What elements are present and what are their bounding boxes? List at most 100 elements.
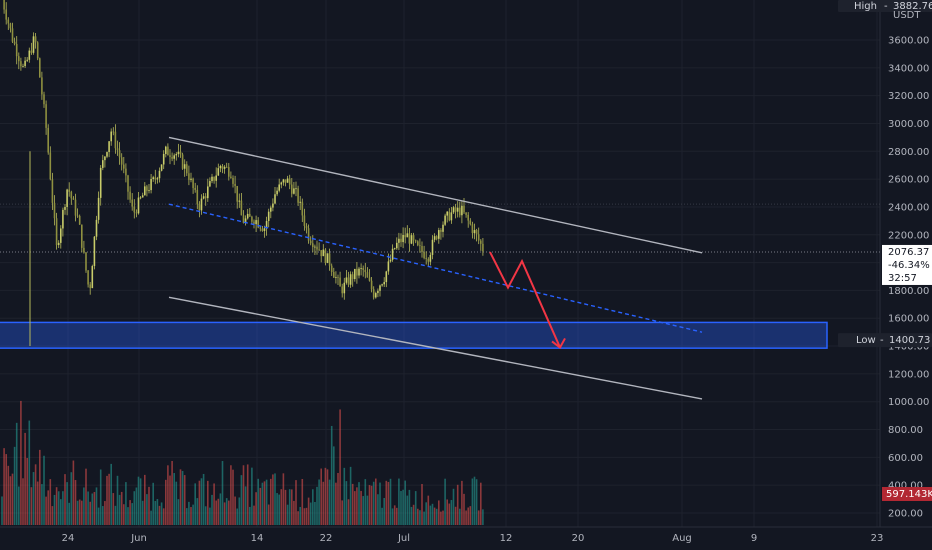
candle-body: [414, 240, 417, 242]
candle-body: [482, 243, 484, 252]
volume-bar: [299, 506, 301, 525]
volume-bar: [202, 473, 205, 525]
candle-body: [22, 66, 24, 67]
volume-bar: [278, 494, 280, 525]
volume-bar: [215, 500, 217, 525]
volume-bar: [421, 484, 423, 525]
candle-body: [133, 206, 136, 213]
volume-bar: [305, 507, 308, 525]
candle-body: [337, 277, 339, 278]
candle-body: [200, 198, 203, 211]
candle-body: [116, 148, 119, 151]
volume-bar: [76, 500, 79, 525]
channel-upper-line[interactable]: [168, 136, 703, 254]
candle-body: [177, 151, 180, 155]
volume-bar: [349, 466, 352, 525]
volume-bar: [127, 507, 129, 525]
channel-mid-line[interactable]: [168, 203, 703, 333]
volume-bar: [280, 489, 283, 525]
candle-body: [305, 225, 308, 229]
forecast-arrow[interactable]: [489, 251, 566, 349]
volume-bar: [408, 489, 411, 525]
channel-lower-line[interactable]: [168, 296, 703, 400]
candle-body: [408, 233, 411, 244]
candle-body: [198, 204, 201, 211]
last-volume-value: 597.143K: [886, 489, 932, 500]
candle-body: [49, 152, 52, 180]
candle-body: [217, 168, 220, 176]
volume-bar: [270, 478, 272, 525]
x-tick-label: 22: [320, 533, 333, 544]
volume-bar: [383, 498, 385, 525]
candle-body: [225, 166, 228, 168]
volume-bar: [335, 482, 337, 525]
change-pct: -46.34%: [888, 260, 930, 271]
candle-body: [120, 157, 123, 165]
volume-bar: [15, 422, 18, 525]
candle-body: [196, 189, 199, 205]
forecast-arrowhead[interactable]: [551, 337, 566, 349]
candle-body: [354, 268, 356, 280]
volume-bar: [120, 491, 123, 525]
volume-bar: [341, 500, 343, 525]
x-tick-label: Jul: [397, 533, 410, 544]
candle-body: [215, 175, 217, 181]
volume-bar: [41, 484, 43, 525]
candle-body: [461, 205, 463, 216]
time-axis[interactable]: 24 Jun 14 22 Jul 12 20 Aug 9 23: [62, 533, 884, 544]
volume-bar: [32, 472, 35, 525]
volume-bar: [288, 489, 291, 525]
forecast-path[interactable]: [489, 251, 561, 348]
candle-body: [320, 250, 322, 257]
volume-bar: [104, 501, 106, 525]
y-tick-label: 2800.00: [888, 147, 929, 158]
candle-body: [125, 168, 127, 176]
candle-body: [68, 189, 70, 192]
volume-bar: [333, 446, 335, 525]
volume-bar: [358, 482, 360, 525]
volume-bar: [18, 486, 20, 525]
candle-body: [339, 277, 341, 287]
candle-body: [463, 205, 465, 213]
candle-body: [137, 197, 140, 214]
gridlines: [0, 0, 932, 528]
volume-bar: [221, 461, 224, 525]
volume-bar: [242, 465, 245, 525]
volume-bar: [431, 503, 434, 525]
candle-body: [318, 249, 320, 251]
candle-body: [362, 267, 364, 270]
candle-body: [368, 277, 371, 281]
candle-body: [158, 170, 161, 179]
volume-bar: [463, 493, 465, 525]
candle-body: [314, 246, 316, 248]
x-tick-label: 14: [251, 533, 264, 544]
volume-bar: [249, 506, 251, 525]
candle-body: [20, 61, 22, 67]
candle-body: [202, 196, 205, 199]
candle-body: [87, 270, 89, 285]
candle-body: [282, 179, 285, 183]
candle-body: [112, 131, 115, 133]
price-axis[interactable]: 200.00 400.00 600.00 800.00 1000.00 1200.00 14…: [888, 36, 929, 520]
high-value: 3882.76: [893, 1, 932, 12]
candle-body: [110, 131, 112, 142]
candle-body: [7, 19, 10, 24]
candle-body: [41, 77, 43, 95]
volume-bar: [354, 491, 356, 525]
candle-body: [438, 230, 440, 239]
candle-body: [324, 249, 327, 263]
low-separator: -: [880, 335, 884, 346]
y-tick-label: 3600.00: [888, 36, 929, 47]
candle-body: [265, 221, 268, 229]
candle-body: [131, 199, 133, 207]
candle-body: [440, 230, 442, 232]
channel-lines[interactable]: [168, 136, 703, 400]
volume-bar: [482, 509, 484, 525]
candle-body: [55, 218, 58, 246]
candle-body: [99, 167, 102, 198]
candle-body: [312, 243, 314, 248]
low-label: Low: [856, 335, 876, 346]
volume-bar: [230, 465, 232, 525]
